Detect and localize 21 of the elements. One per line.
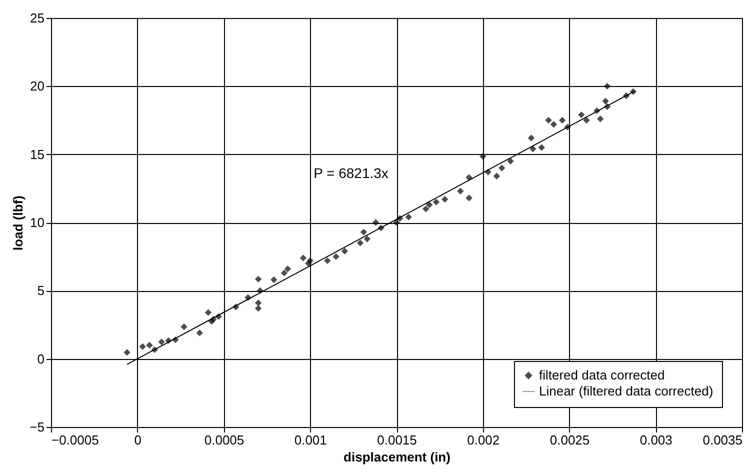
y-tick-label: 10 — [30, 215, 44, 230]
x-tick-label: 0.002 — [467, 432, 500, 448]
x-tick-label: −0.0005 — [52, 432, 99, 448]
legend-label: filtered data corrected — [539, 368, 665, 382]
y-axis-title: load (lbf) — [10, 196, 26, 250]
x-tick-label: 0.0025 — [550, 432, 590, 448]
y-tick-label: 0 — [37, 351, 44, 366]
annotation: P = 6821.3x — [314, 165, 388, 181]
y-tick-label: 5 — [37, 283, 44, 298]
y-tick-label: −5 — [30, 420, 44, 434]
legend-label: Linear (filtered data corrected) — [539, 384, 714, 398]
x-axis-title: displacement (in) — [344, 450, 450, 464]
x-tick-label: 0.0015 — [377, 432, 417, 448]
x-tick-label: 0.001 — [294, 432, 327, 448]
y-tick-label: 15 — [30, 146, 44, 162]
x-tick-label: 0 — [134, 432, 142, 448]
x-tick-label: 0.0005 — [204, 432, 244, 448]
y-tick-label: 25 — [30, 10, 44, 26]
x-tick-label: 0.003 — [640, 432, 672, 448]
x-tick-label: 0.0035 — [702, 432, 742, 448]
y-tick-label: 20 — [30, 78, 44, 94]
